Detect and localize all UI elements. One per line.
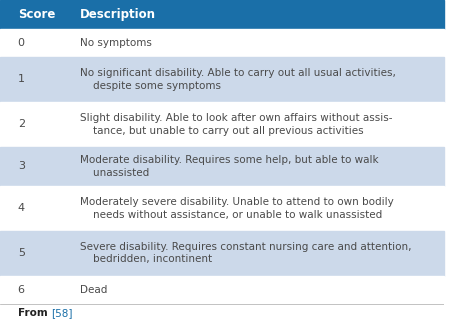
Bar	[0, 0, 444, 29]
Text: No significant disability. Able to carry out all usual activities,
    despite s: No significant disability. Able to carry…	[80, 68, 396, 91]
Bar	[0, 304, 444, 323]
Bar	[0, 102, 444, 147]
Bar	[0, 29, 444, 57]
Text: Dead: Dead	[80, 285, 107, 295]
Text: 2: 2	[18, 119, 25, 129]
Text: Description: Description	[80, 8, 156, 21]
Text: 0: 0	[18, 38, 25, 48]
Bar	[0, 147, 444, 186]
Text: 1: 1	[18, 75, 25, 85]
Bar	[0, 57, 444, 102]
Text: [58]: [58]	[51, 308, 73, 318]
Text: 3: 3	[18, 162, 25, 171]
Bar	[0, 276, 444, 304]
Text: Score: Score	[18, 8, 55, 21]
Text: Severe disability. Requires constant nursing care and attention,
    bedridden, : Severe disability. Requires constant nur…	[80, 242, 411, 265]
Text: 4: 4	[18, 203, 25, 214]
Bar	[0, 186, 444, 231]
Text: Slight disability. Able to look after own affairs without assis-
    tance, but : Slight disability. Able to look after ow…	[80, 113, 392, 136]
Bar	[0, 231, 444, 276]
Text: 6: 6	[18, 285, 25, 295]
Text: 5: 5	[18, 248, 25, 258]
Text: From: From	[18, 308, 51, 318]
Text: Moderately severe disability. Unable to attend to own bodily
    needs without a: Moderately severe disability. Unable to …	[80, 197, 393, 220]
Text: Moderate disability. Requires some help, but able to walk
    unassisted: Moderate disability. Requires some help,…	[80, 155, 379, 178]
Text: No symptoms: No symptoms	[80, 38, 152, 48]
